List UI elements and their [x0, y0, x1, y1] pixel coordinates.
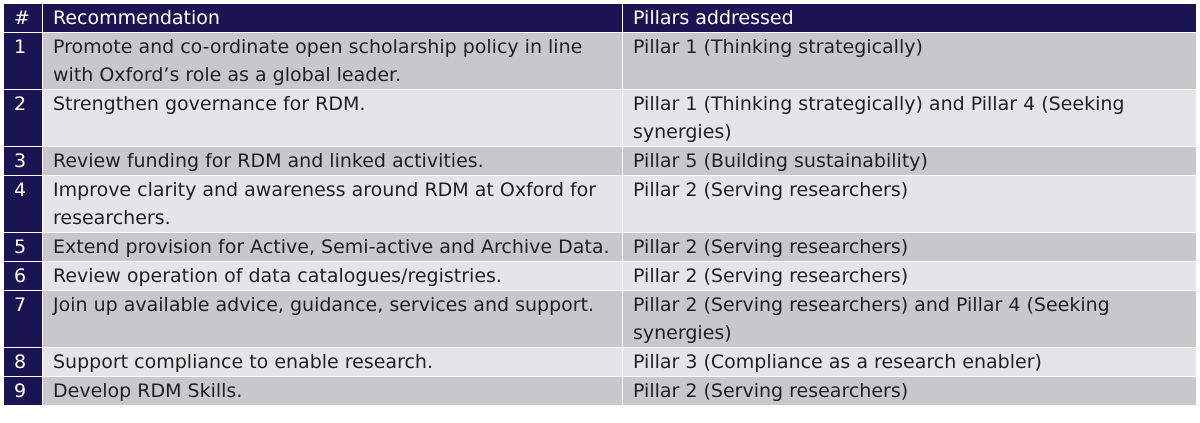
pillars-cell: Pillar 2 (Serving researchers): [622, 376, 1197, 406]
table-row: 4 Improve clarity and awareness around R…: [3, 175, 1197, 233]
recommendation-cell: Improve clarity and awareness around RDM…: [42, 175, 623, 233]
pillars-cell: Pillar 1 (Thinking strategically) and Pi…: [622, 89, 1197, 147]
pillars-cell: Pillar 2 (Serving researchers): [622, 261, 1197, 291]
table-row: 3 Review funding for RDM and linked acti…: [3, 146, 1197, 176]
header-recommendation: Recommendation: [42, 3, 623, 33]
pillars-cell: Pillar 3 (Compliance as a research enabl…: [622, 347, 1197, 377]
row-number: 9: [3, 376, 43, 406]
table-row: 5 Extend provision for Active, Semi-acti…: [3, 232, 1197, 262]
pillars-cell: Pillar 5 (Building sustainability): [622, 146, 1197, 176]
row-number: 8: [3, 347, 43, 377]
pillars-cell: Pillar 2 (Serving researchers): [622, 232, 1197, 262]
row-number: 6: [3, 261, 43, 291]
header-number: #: [3, 3, 43, 33]
header-pillars: Pillars addressed: [622, 3, 1197, 33]
recommendation-cell: Support compliance to enable research.: [42, 347, 623, 377]
row-number: 5: [3, 232, 43, 262]
pillars-cell: Pillar 2 (Serving researchers): [622, 175, 1197, 233]
recommendation-cell: Develop RDM Skills.: [42, 376, 623, 406]
row-number: 3: [3, 146, 43, 176]
recommendation-cell: Review funding for RDM and linked activi…: [42, 146, 623, 176]
row-number: 1: [3, 32, 43, 90]
table-row: 2 Strengthen governance for RDM. Pillar …: [3, 89, 1197, 147]
recommendations-table: # Recommendation Pillars addressed 1 Pro…: [3, 3, 1197, 406]
recommendation-cell: Promote and co-ordinate open scholarship…: [42, 32, 623, 90]
table-row: 7 Join up available advice, guidance, se…: [3, 290, 1197, 348]
pillars-cell: Pillar 1 (Thinking strategically): [622, 32, 1197, 90]
recommendation-cell: Join up available advice, guidance, serv…: [42, 290, 623, 348]
row-number: 2: [3, 89, 43, 147]
recommendation-cell: Review operation of data catalogues/regi…: [42, 261, 623, 291]
table-row: 1 Promote and co-ordinate open scholarsh…: [3, 32, 1197, 90]
table-row: 6 Review operation of data catalogues/re…: [3, 261, 1197, 291]
pillars-cell: Pillar 2 (Serving researchers) and Pilla…: [622, 290, 1197, 348]
recommendation-cell: Strengthen governance for RDM.: [42, 89, 623, 147]
table-row: 9 Develop RDM Skills. Pillar 2 (Serving …: [3, 376, 1197, 406]
recommendation-cell: Extend provision for Active, Semi-active…: [42, 232, 623, 262]
header-row: # Recommendation Pillars addressed: [3, 3, 1197, 33]
row-number: 7: [3, 290, 43, 348]
row-number: 4: [3, 175, 43, 233]
table-row: 8 Support compliance to enable research.…: [3, 347, 1197, 377]
